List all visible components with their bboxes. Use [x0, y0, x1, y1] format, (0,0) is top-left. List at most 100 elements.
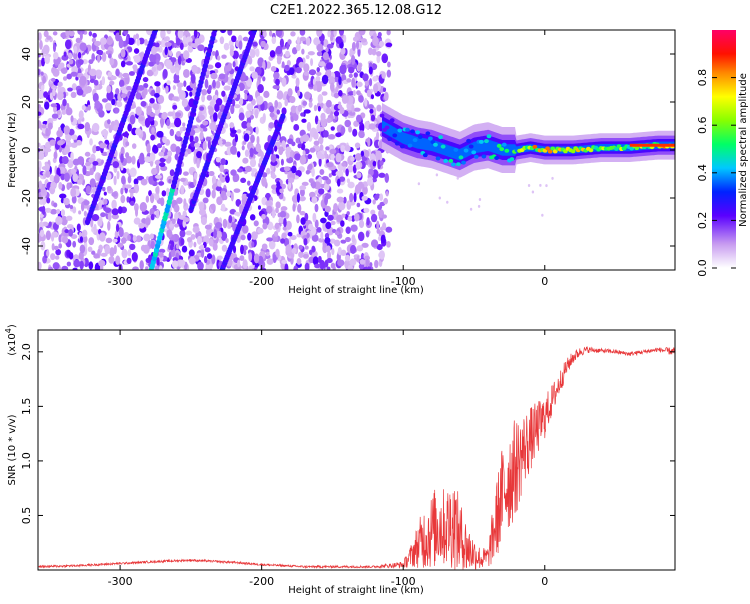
streak-segment	[152, 30, 159, 34]
heatmap-speckle	[228, 215, 233, 224]
heatmap-speckle	[356, 172, 362, 179]
heatmap-speckle	[386, 241, 391, 248]
heatmap-speckle	[67, 159, 74, 169]
heatmap-speckle	[367, 104, 374, 110]
heatmap-speckle	[316, 51, 323, 57]
heatmap-speckle	[111, 214, 119, 220]
heatmap-speckle	[262, 112, 266, 123]
heatmap-speckle	[185, 230, 193, 236]
heatmap-speckle	[338, 30, 345, 36]
heatmap-speckle	[87, 246, 93, 252]
heatmap-speckle	[38, 160, 42, 170]
heatmap-speckle	[234, 211, 239, 216]
heatmap-speckle	[310, 58, 314, 67]
heatmap-speckle	[345, 236, 351, 243]
heatmap-speckle	[221, 244, 228, 252]
heatmap-speckle	[341, 95, 349, 104]
heatmap-speckle	[352, 164, 357, 174]
signal-blob	[458, 155, 464, 160]
heatmap-speckle	[326, 162, 334, 168]
signal-blob	[481, 154, 487, 159]
heatmap-speckle	[196, 150, 203, 159]
heatmap-speckle	[308, 101, 313, 108]
heatmap-speckle	[70, 168, 77, 175]
heatmap-speckle	[333, 203, 339, 213]
heatmap-speckle	[350, 54, 356, 65]
heatmap-speckle	[378, 40, 385, 48]
heatmap-speckle	[180, 185, 185, 195]
heatmap-speckle	[40, 84, 45, 91]
heatmap-speckle	[200, 248, 205, 258]
heatmap-speckle	[173, 42, 178, 49]
heatmap-speckle	[317, 255, 322, 264]
heatmap-speckle	[168, 178, 172, 184]
heatmap-speckle	[311, 245, 316, 253]
spectrogram-x-axis: -300 -200 -100 0	[108, 30, 548, 288]
heatmap-speckle	[58, 234, 62, 243]
heatmap-speckle	[281, 259, 288, 265]
heatmap-speckle	[344, 254, 351, 262]
heatmap-speckle	[352, 90, 356, 97]
heatmap-speckle	[338, 201, 346, 211]
heatmap-speckle	[51, 113, 59, 119]
heatmap-speckle	[133, 64, 138, 73]
heatmap-speckle	[312, 256, 319, 266]
y-tick-label: -20	[20, 189, 33, 207]
heatmap-speckle	[38, 151, 45, 160]
heatmap-speckle	[346, 211, 350, 216]
heatmap-speckle	[287, 39, 292, 45]
heatmap-speckle	[56, 208, 61, 215]
heatmap-speckle	[211, 254, 216, 265]
heatmap-speckle	[241, 145, 245, 151]
heatmap-speckle	[266, 237, 273, 242]
heatmap-speckle	[181, 245, 188, 253]
heatmap-speckle	[58, 126, 62, 132]
heatmap-speckle	[287, 231, 293, 237]
heatmap-speckle	[320, 112, 326, 121]
heatmap-speckle	[312, 212, 317, 223]
heatmap-speckle	[50, 253, 56, 261]
heatmap-speckle	[314, 219, 319, 229]
heatmap-speckle	[132, 235, 137, 243]
heatmap-speckle	[278, 146, 284, 156]
heatmap-speckle	[84, 151, 91, 157]
snr-plot-area	[38, 330, 675, 570]
colorbar-tick-label: 0.2	[696, 212, 709, 230]
heatmap-speckle	[175, 67, 180, 76]
heatmap-speckle	[97, 54, 101, 63]
heatmap-speckle	[326, 99, 332, 108]
heatmap-speckle	[300, 112, 305, 117]
heatmap-speckle	[364, 97, 368, 107]
heatmap-speckle	[218, 73, 226, 80]
heatmap-speckle	[240, 234, 246, 241]
heatmap-speckle	[285, 244, 292, 254]
heatmap-speckle	[376, 50, 382, 57]
x-tick-label: 0	[541, 275, 548, 288]
heatmap-speckle	[327, 250, 332, 260]
heatmap-speckle	[167, 150, 172, 157]
heatmap-speckle	[104, 102, 112, 111]
heatmap-speckle	[136, 38, 141, 46]
heatmap-speckle	[158, 248, 166, 254]
snr-x-axis: -300 -200 -100 0	[108, 330, 548, 588]
heatmap-speckle	[145, 266, 149, 270]
heatmap-speckle	[197, 44, 205, 52]
heatmap-speckle	[103, 191, 107, 196]
heatmap-speckle	[280, 238, 286, 244]
heatmap-speckle	[109, 80, 115, 86]
heatmap-speckle	[38, 111, 42, 116]
heatmap-speckle	[219, 36, 225, 45]
heatmap-speckle	[334, 231, 340, 236]
heatmap-speckle	[164, 41, 172, 47]
heatmap-speckle	[214, 62, 222, 69]
signal-blob	[412, 138, 418, 143]
heatmap-speckle	[167, 111, 174, 117]
heatmap-speckle	[268, 105, 275, 113]
heatmap-speckle	[238, 112, 245, 121]
heatmap-speckle	[208, 106, 214, 116]
heatmap-speckle	[160, 30, 166, 39]
heatmap-speckle	[131, 251, 138, 262]
heatmap-speckle	[270, 65, 277, 72]
heatmap-speckle	[56, 110, 61, 116]
heatmap-speckle	[104, 139, 110, 145]
